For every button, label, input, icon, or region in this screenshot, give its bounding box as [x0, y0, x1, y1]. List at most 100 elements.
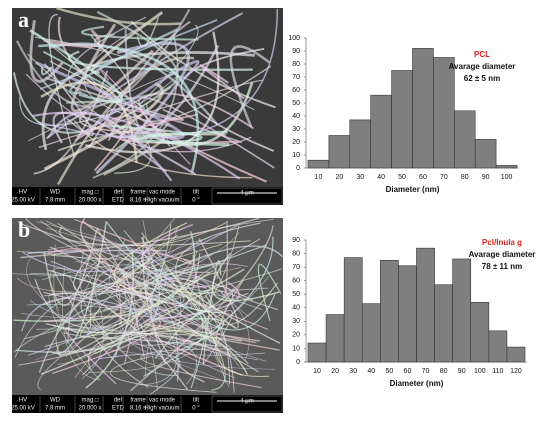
info-value: 8.16 s: [130, 406, 146, 412]
info-label: vac mode: [149, 398, 176, 404]
fiber: [96, 228, 201, 319]
bar: [453, 110, 476, 169]
fiber: [49, 268, 131, 313]
fiber: [67, 252, 193, 344]
y-tick-label: 70: [292, 264, 300, 271]
fiber: [49, 35, 131, 94]
fiber: [53, 269, 149, 388]
bar: [349, 119, 371, 169]
fiber: [37, 253, 213, 391]
fiber: [198, 238, 239, 329]
y-tick-label: 90: [292, 48, 300, 55]
y-tick-label: 0: [296, 359, 300, 366]
info-label: tilt: [193, 190, 199, 196]
y-tick-label: 30: [292, 126, 300, 133]
annotation: Avarage diameter: [449, 62, 516, 71]
y-tick-label: 0: [296, 165, 300, 172]
fiber: [150, 277, 196, 365]
fiber: [23, 268, 282, 340]
info-value: 7.8 mm: [45, 406, 65, 412]
x-tick-label: 110: [492, 368, 503, 375]
info-value: High vacuum: [144, 198, 179, 204]
info-value: ETD: [112, 406, 125, 412]
fiber: [29, 29, 124, 104]
fiber: [133, 225, 210, 346]
chart-title: PCL: [474, 50, 490, 59]
bar: [307, 342, 327, 363]
fiber: [114, 263, 249, 313]
bar: [495, 165, 518, 169]
bar: [361, 303, 381, 363]
fiber: [27, 235, 167, 356]
info-label: mag □: [82, 190, 99, 196]
y-tick-label: 70: [292, 74, 300, 81]
fiber: [48, 269, 223, 314]
fiber: [38, 79, 263, 149]
x-tick-label: 10: [315, 174, 323, 181]
fiber: [139, 264, 267, 362]
fiber: [57, 223, 174, 313]
fiber: [15, 236, 160, 353]
fiber: [55, 243, 223, 358]
x-tick-label: 80: [440, 368, 448, 375]
y-tick-label: 100: [288, 35, 300, 42]
info-bar: [12, 187, 283, 205]
fiber: [34, 36, 255, 111]
x-tick-label: 120: [510, 368, 522, 375]
bar: [307, 159, 330, 169]
info-label: tilt: [193, 398, 199, 404]
bar: [488, 330, 508, 363]
info-label: vac mode: [149, 190, 176, 196]
x-tick-label: 70: [422, 368, 430, 375]
fiber: [151, 262, 220, 295]
fiber: [79, 217, 176, 298]
fiber: [48, 292, 189, 390]
fiber: [154, 312, 207, 389]
fiber: [12, 232, 240, 276]
fiber: [37, 8, 279, 139]
fiber: [29, 20, 64, 83]
bar: [380, 260, 399, 363]
fiber: [70, 23, 154, 113]
scale-label: 4 μm: [240, 399, 253, 405]
annotation: Avarage diameter: [469, 250, 536, 259]
fiber: [211, 252, 280, 302]
fiber: [178, 317, 225, 352]
fiber: [95, 41, 190, 175]
info-value: 25.00 kV: [11, 406, 35, 412]
fiber: [80, 25, 199, 41]
x-axis-label: Diameter (nm): [386, 185, 440, 194]
y-tick-label: 10: [292, 152, 300, 159]
x-tick-label: 50: [398, 174, 406, 181]
fiber: [119, 230, 162, 282]
y-tick-label: 80: [292, 61, 300, 68]
y-tick-label: 60: [292, 278, 300, 285]
x-tick-label: 20: [331, 368, 339, 375]
x-axis-label: Diameter (nm): [390, 379, 444, 388]
x-tick-label: 50: [385, 368, 393, 375]
y-tick-label: 80: [292, 250, 300, 257]
fiber: [50, 260, 185, 305]
bar: [325, 314, 345, 363]
fiber: [25, 218, 269, 330]
fiber: [69, 276, 177, 376]
fiber: [139, 24, 199, 105]
fiber: [15, 8, 191, 108]
fiber: [62, 267, 99, 381]
fiber: [20, 217, 260, 259]
bar: [343, 257, 363, 363]
y-tick-label: 20: [292, 332, 300, 339]
scale-box: [211, 395, 283, 413]
x-tick-label: 100: [501, 174, 513, 181]
bar: [391, 70, 413, 169]
info-label: det: [114, 190, 123, 196]
x-tick-label: 100: [474, 368, 486, 375]
info-bar: [12, 395, 283, 413]
fiber: [180, 48, 275, 152]
x-tick-label: 10: [313, 368, 321, 375]
x-tick-label: 60: [419, 174, 427, 181]
x-tick-label: 90: [458, 368, 466, 375]
fiber: [257, 263, 282, 322]
fiber: [141, 232, 226, 391]
